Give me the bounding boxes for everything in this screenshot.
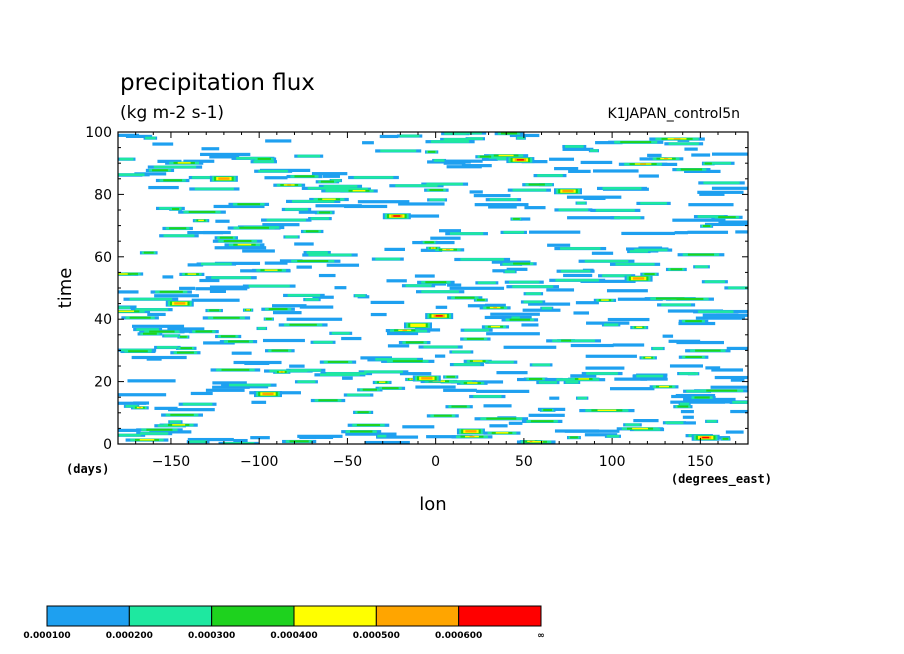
colorbar-swatch bbox=[293, 605, 377, 627]
x-tick-label: −50 bbox=[333, 454, 363, 470]
colorbar-swatch bbox=[375, 605, 460, 627]
colorbar-swatch bbox=[128, 605, 213, 627]
y-tick-label: 20 bbox=[94, 375, 112, 391]
y-axis-label: time bbox=[55, 268, 76, 309]
precip-level-5 bbox=[138, 138, 681, 443]
x-tick-label: 0 bbox=[431, 454, 440, 470]
precip-cell bbox=[516, 159, 524, 161]
x-tick-label: 100 bbox=[599, 454, 626, 470]
colorbar-label: 0.000600 bbox=[435, 631, 482, 641]
y-tick-label: 0 bbox=[103, 437, 112, 453]
axis-ticks: −150 −100 −50 0 50 100 150 0 20 40 60 80 100 bbox=[85, 125, 748, 470]
colorbar-label: 0.000300 bbox=[188, 631, 235, 641]
precip-cell bbox=[262, 392, 274, 396]
precip-cell bbox=[174, 302, 186, 305]
colorbar-label: 0.000100 bbox=[23, 631, 70, 641]
precip-field bbox=[118, 132, 748, 444]
colorbar-swatch bbox=[211, 605, 295, 627]
precip-cell bbox=[702, 436, 710, 439]
colorbar-swatch bbox=[46, 605, 130, 627]
x-axis-label: lon bbox=[419, 494, 446, 515]
x-tick-label: 50 bbox=[515, 454, 533, 470]
precip-cell bbox=[421, 377, 433, 380]
colorbar-label: 0.000400 bbox=[270, 631, 317, 641]
precip-cell bbox=[435, 315, 443, 317]
colorbar-label: 0.000200 bbox=[106, 631, 153, 641]
x-tick-label: −100 bbox=[240, 454, 278, 470]
y-tick-label: 80 bbox=[94, 187, 112, 203]
y-tick-label: 40 bbox=[94, 312, 112, 328]
y-tick-label: 60 bbox=[94, 250, 112, 266]
colorbar-label: 0.000500 bbox=[353, 631, 400, 641]
run-label: K1JAPAN_control5n bbox=[608, 106, 740, 122]
colorbar-label: ∞ bbox=[537, 631, 545, 641]
y-unit-label: (days) bbox=[66, 462, 109, 476]
chart-title: precipitation flux bbox=[120, 70, 315, 96]
precip-cell bbox=[562, 189, 574, 193]
precip-cell bbox=[465, 430, 477, 433]
x-tick-label: −150 bbox=[152, 454, 190, 470]
colorbar: 0.000100 0.000200 0.000300 0.000400 0.000500… bbox=[23, 605, 545, 641]
chart-subtitle: (kg m-2 s-1) bbox=[120, 103, 224, 123]
colorbar-swatch bbox=[458, 605, 542, 627]
x-unit-label: (degrees_east) bbox=[671, 472, 772, 487]
y-tick-label: 100 bbox=[85, 125, 112, 141]
precip-cell bbox=[393, 215, 401, 217]
precip-cell bbox=[632, 277, 645, 280]
precip-cell bbox=[218, 177, 230, 180]
precip-cell bbox=[410, 323, 426, 327]
x-tick-label: 150 bbox=[687, 454, 714, 470]
